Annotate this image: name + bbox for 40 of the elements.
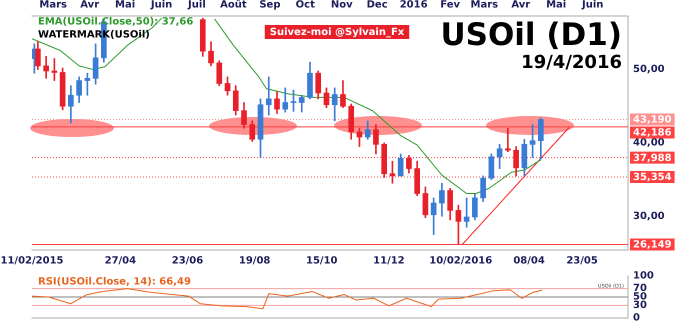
y-tick-label: 100 [633, 270, 654, 282]
ref-line-label: 26,149 [633, 240, 672, 251]
x-tick-label: 23/06 [172, 256, 204, 267]
x2-tick-label: Juin [580, 0, 604, 11]
ref-line-label: 42,186 [633, 128, 672, 139]
y-tick-label: 0 [633, 312, 640, 324]
x2-tick-label: Oct [296, 0, 316, 11]
series-label: RSI(USOil.Close, 14): 66,49 [38, 276, 191, 288]
x-tick-label: 11/02/2015 [0, 256, 64, 267]
x2-tick-label: Mars [39, 0, 68, 11]
ref-line-label: 35,354 [633, 172, 672, 184]
x2-tick-label: Fev [440, 0, 460, 11]
x2-tick-label: Avr [511, 0, 530, 11]
chart-title: USOil (D1) [440, 17, 622, 53]
x-tick-label: 11/12 [373, 256, 405, 267]
ref-line-label: 43,190 [633, 114, 672, 126]
x2-tick-label: Sep [259, 0, 281, 11]
x2-tick-label: Mai [546, 0, 566, 11]
x-tick-label: 15/10 [306, 256, 338, 267]
x-tick-label: 19/08 [238, 256, 270, 267]
x-tick-label: 10/02/2016 [429, 256, 492, 267]
y-tick-label: 30,00 [633, 210, 665, 222]
x2-tick-label: Mai [114, 0, 136, 11]
y-tick-label: 40,00 [633, 137, 665, 148]
y-tick-label: 30 [633, 300, 647, 311]
x-tick-label: 23/05 [566, 256, 598, 267]
x2-tick-label: 2016 [400, 0, 428, 11]
y-tick-label: 50,00 [633, 64, 665, 76]
ref-line-label: 37,988 [633, 152, 672, 164]
x2-tick-label: Nov [330, 0, 354, 11]
x2-tick-label: Mars [470, 0, 498, 11]
x2-tick-label: Avr [80, 0, 100, 11]
text: 19/4/2016 [521, 52, 622, 73]
x-tick-label: 08/04 [513, 256, 545, 267]
x2-tick-label: Juin [150, 0, 172, 11]
x2-tick-label: Dec [366, 0, 388, 11]
annotation: Suivez-moi @Sylvain_Fx [270, 27, 405, 38]
x-tick-label: 27/04 [104, 256, 136, 267]
x2-tick-label: Août [220, 0, 247, 11]
x2-tick-label: Juil [187, 0, 206, 11]
